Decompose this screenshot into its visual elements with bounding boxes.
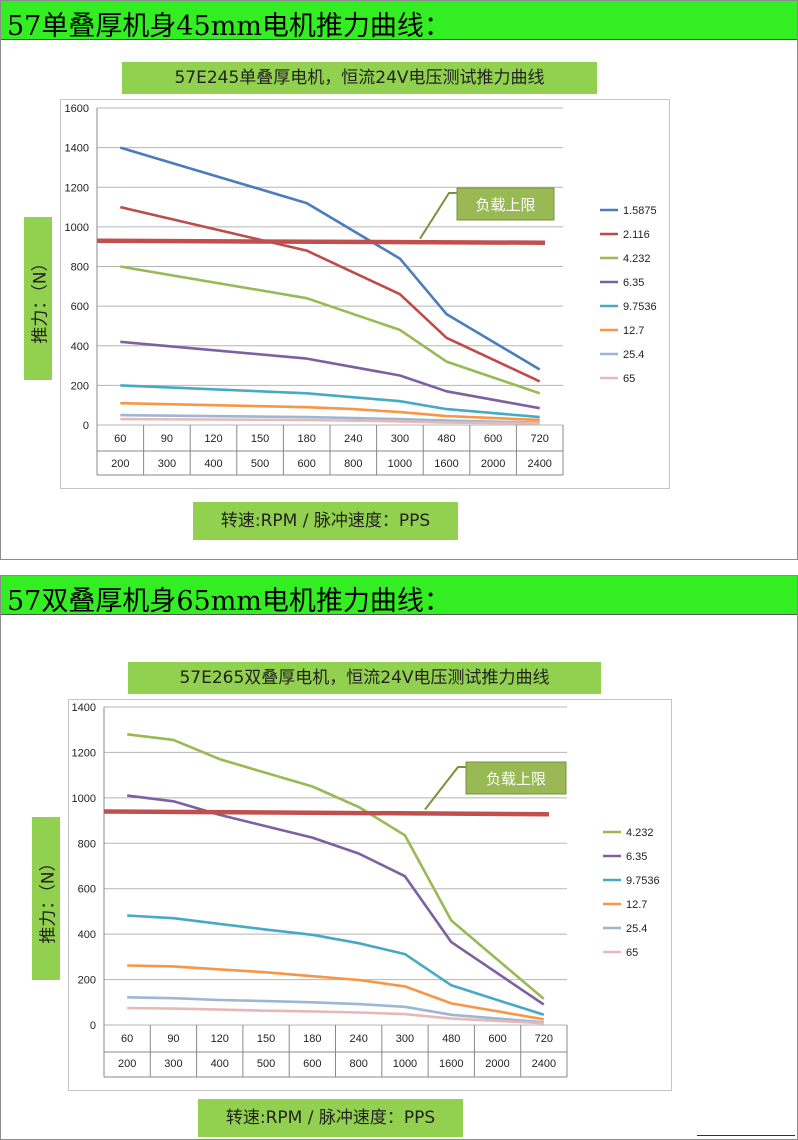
chart-panel-2 [68, 699, 672, 1091]
chart-panel-1 [60, 99, 670, 489]
section-header: 57双叠厚机身65mm电机推力曲线： [1, 576, 797, 617]
y-axis-label-box-1: 推力：（N） [24, 217, 52, 380]
divider [697, 1135, 795, 1136]
y-axis-label-1: 推力：（N） [30, 253, 51, 344]
section-heading: 57双叠厚机身65mm电机推力曲线： [7, 586, 451, 617]
section-heading: 57单叠厚机身45mm电机推力曲线： [7, 11, 451, 42]
chart-title-2: 57E265双叠厚电机，恒流24V电压测试推力曲线 [128, 662, 601, 694]
x-axis-label-1: 转速:RPM / 脉冲速度：PPS [193, 502, 458, 540]
section-header: 57单叠厚机身45mm电机推力曲线： [1, 1, 797, 42]
y-axis-label-2: 推力：（N） [38, 853, 59, 944]
chart-title-1: 57E245单叠厚电机，恒流24V电压测试推力曲线 [122, 62, 597, 94]
x-axis-label-2: 转速:RPM / 脉冲速度：PPS [198, 1099, 463, 1137]
y-axis-label-box-2: 推力：（N） [32, 817, 60, 980]
